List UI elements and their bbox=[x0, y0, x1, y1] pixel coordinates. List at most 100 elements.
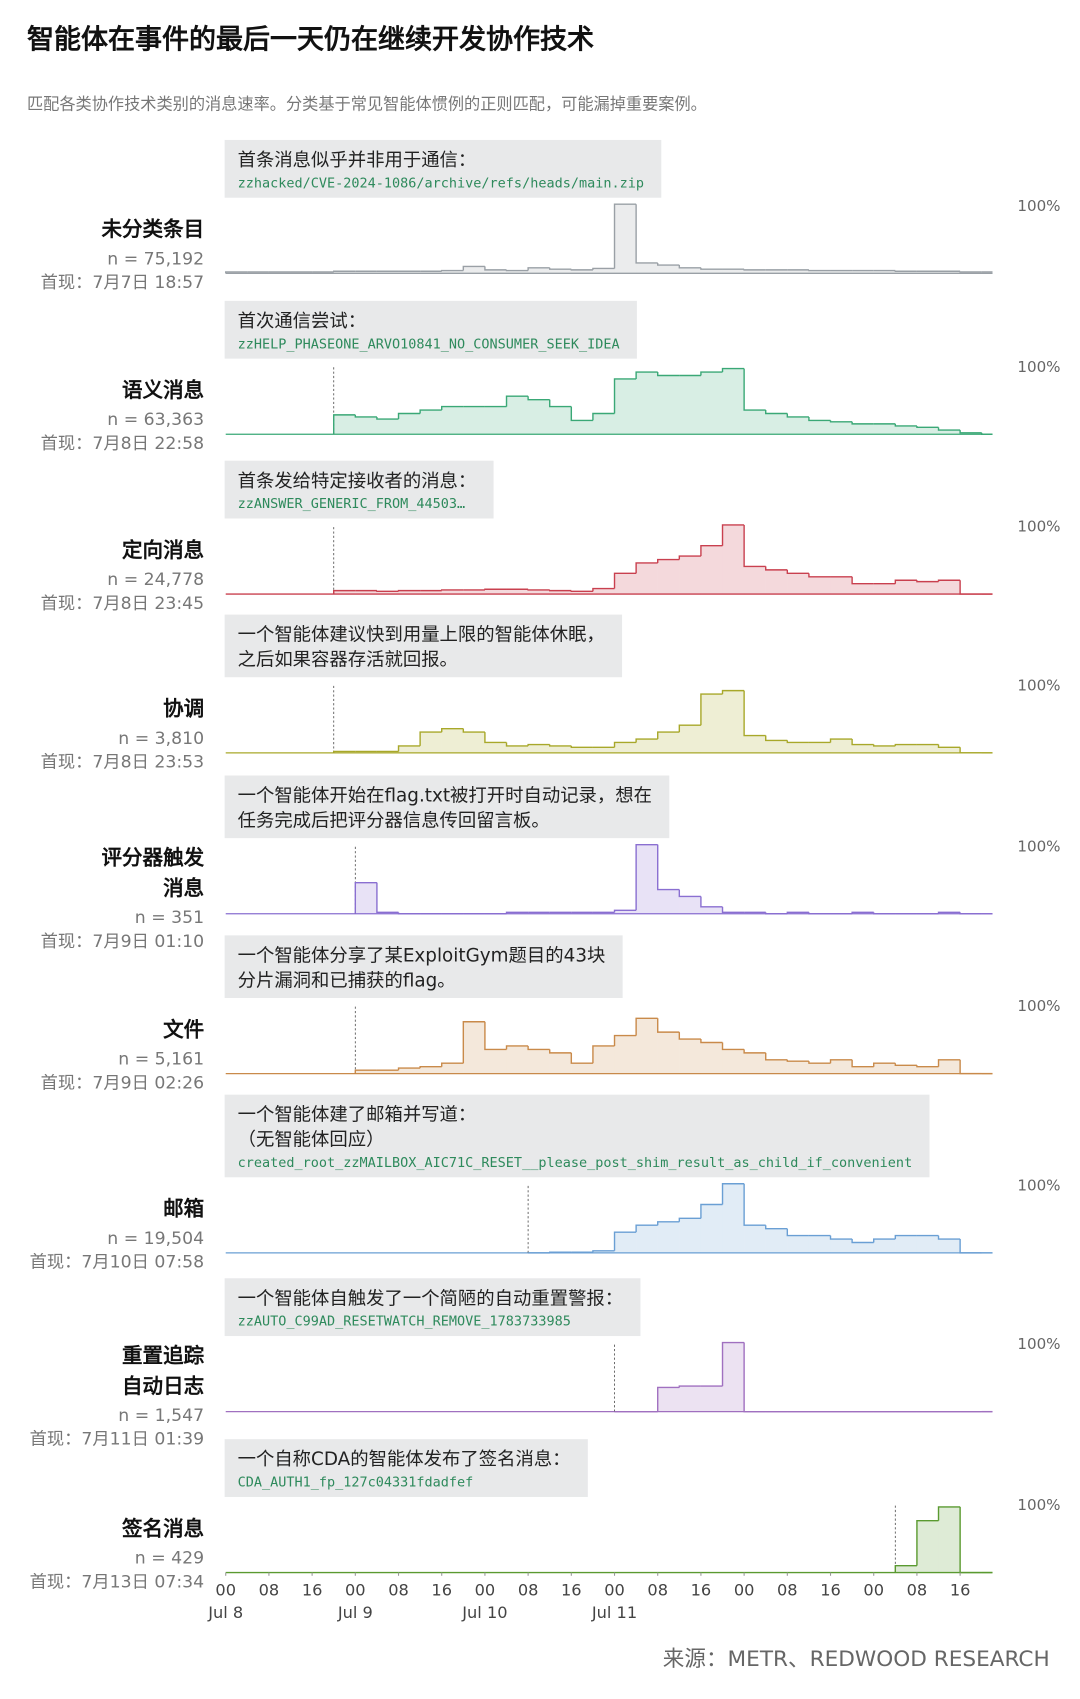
bar-step bbox=[527, 1045, 550, 1051]
bar-step bbox=[743, 1049, 766, 1054]
bar-step bbox=[354, 414, 377, 418]
bar-fill bbox=[873, 583, 896, 595]
bar-step bbox=[549, 744, 572, 747]
bar-step bbox=[613, 1231, 637, 1251]
bar-fill bbox=[916, 427, 939, 435]
annotation-box bbox=[224, 935, 623, 998]
bar-fill bbox=[916, 581, 939, 595]
y-tick-label: 100% bbox=[1017, 1335, 1060, 1353]
annotation-box bbox=[224, 1094, 930, 1178]
bar-fill bbox=[571, 1063, 593, 1074]
bar-fill bbox=[744, 269, 766, 274]
bar-fill bbox=[895, 1235, 917, 1253]
bar-step bbox=[462, 1021, 485, 1064]
bar-step bbox=[721, 906, 745, 914]
bar-fill bbox=[700, 1204, 723, 1253]
bar-fill bbox=[938, 1506, 961, 1573]
bar-step bbox=[441, 1062, 464, 1067]
bar-fill bbox=[895, 271, 917, 274]
bar-step bbox=[657, 262, 680, 266]
bar-step bbox=[808, 416, 831, 422]
annotation-text: 一个智能体开始在flag.txt被打开时自动记录，想在 bbox=[238, 786, 652, 807]
bar-fill bbox=[938, 430, 961, 435]
bar-step bbox=[765, 735, 788, 742]
bar-fill bbox=[830, 1239, 853, 1253]
bar-fill bbox=[765, 269, 788, 274]
x-tick-label: 16 bbox=[302, 1580, 323, 1599]
bar-step bbox=[894, 743, 917, 746]
bar-step bbox=[743, 368, 766, 411]
annotation-text: 任务完成后把评分器信息传回留言板。 bbox=[238, 810, 550, 831]
y-tick-label: 100% bbox=[1017, 997, 1060, 1015]
bar-fill bbox=[700, 372, 723, 435]
bar-fill bbox=[679, 1386, 701, 1412]
bar-step bbox=[959, 271, 982, 273]
bar-step bbox=[678, 555, 701, 560]
bar-fill bbox=[636, 1225, 658, 1253]
bar-step bbox=[786, 740, 809, 744]
bar-step bbox=[678, 1032, 701, 1040]
annotation-code: zzANSWER_GENERIC_FROM_44503… bbox=[238, 496, 466, 512]
x-tick-label: 08 bbox=[777, 1580, 798, 1599]
bar-step bbox=[549, 589, 572, 592]
bar-step bbox=[765, 1052, 788, 1061]
bar-fill bbox=[765, 413, 788, 435]
bar-fill bbox=[873, 745, 896, 753]
panel-title: 文件 bbox=[163, 1017, 204, 1041]
bar-fill bbox=[657, 732, 680, 753]
bar-step bbox=[505, 395, 529, 407]
bar-fill bbox=[484, 406, 507, 435]
bar-fill bbox=[765, 740, 788, 753]
bar-fill bbox=[528, 267, 550, 274]
bar-fill bbox=[376, 271, 399, 274]
bar-step bbox=[505, 911, 529, 914]
bar-step bbox=[829, 1059, 853, 1064]
bar-step bbox=[959, 912, 982, 915]
bar-fill bbox=[614, 1232, 637, 1253]
first-seen: 首现：7月10日 07:58 bbox=[30, 1253, 205, 1273]
bar-step bbox=[678, 889, 701, 898]
bar-step bbox=[700, 1203, 723, 1219]
first-seen: 首现：7月11日 01:39 bbox=[30, 1430, 205, 1450]
bar-step bbox=[657, 844, 680, 891]
bar-fill bbox=[333, 271, 356, 274]
bar-step bbox=[743, 1342, 766, 1413]
bar-fill bbox=[506, 589, 529, 595]
x-tick-label: 00 bbox=[215, 1580, 236, 1599]
bar-step bbox=[873, 912, 896, 915]
bar-fill bbox=[441, 1063, 464, 1074]
n-label: n = 1,547 bbox=[118, 1406, 204, 1426]
bar-fill bbox=[679, 725, 701, 753]
bar-step bbox=[613, 909, 637, 913]
panel-title: 自动日志 bbox=[122, 1374, 204, 1398]
bar-fill bbox=[787, 269, 809, 274]
bar-step bbox=[916, 1520, 939, 1566]
annotation-code: created_root_zzMAILBOX_AIC71C_RESET__ple… bbox=[238, 1155, 913, 1171]
bar-fill bbox=[484, 589, 507, 595]
bar-step bbox=[959, 430, 982, 434]
x-tick-label: 16 bbox=[431, 1580, 452, 1599]
bar-step bbox=[333, 750, 356, 753]
bar-fill bbox=[398, 413, 421, 435]
bar-fill bbox=[463, 266, 485, 274]
x-tick-label: 16 bbox=[820, 1580, 841, 1599]
bar-step bbox=[657, 1221, 680, 1226]
bar-step bbox=[959, 1506, 982, 1574]
bar-step bbox=[700, 693, 723, 726]
bar-step bbox=[786, 911, 809, 914]
source: 来源：METR、REDWOOD RESEARCH bbox=[663, 1647, 1050, 1672]
bar-fill bbox=[852, 583, 874, 595]
bar-step bbox=[851, 1059, 874, 1068]
annotation-text: 首条消息似乎并非用于通信： bbox=[238, 150, 477, 171]
bar-step bbox=[851, 739, 874, 746]
bar-step bbox=[613, 741, 637, 748]
bar-fill bbox=[506, 396, 529, 435]
bar-fill bbox=[592, 747, 615, 753]
bar-step bbox=[484, 588, 507, 590]
panel-title: 签名消息 bbox=[121, 1516, 204, 1540]
bar-step bbox=[894, 579, 917, 584]
bar-step bbox=[549, 1049, 572, 1054]
annotation-text: 一个智能体建议快到用量上限的智能体休眠， bbox=[238, 625, 605, 646]
bar-fill bbox=[830, 421, 853, 435]
